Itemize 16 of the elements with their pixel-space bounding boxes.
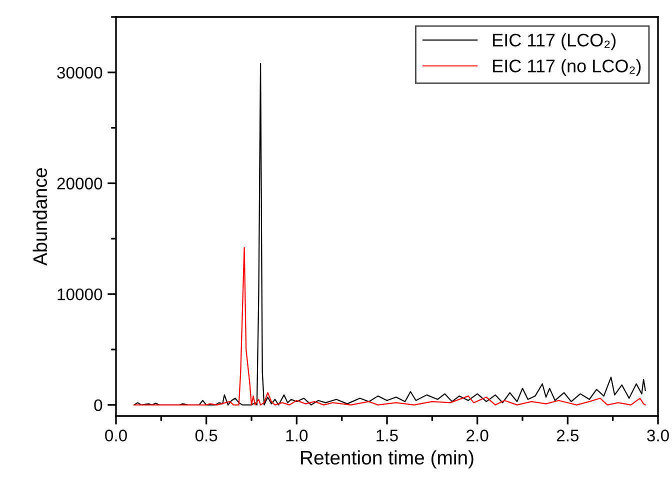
x-tick-label: 2.5 bbox=[556, 430, 579, 442]
x-tick-label: 1.5 bbox=[376, 430, 398, 442]
y-tick-label: 10000 bbox=[58, 288, 102, 300]
y-tick-label: 30000 bbox=[57, 66, 102, 79]
y-axis-title: Abundance bbox=[32, 168, 48, 266]
legend-label: EIC 117 (no LCO₂) bbox=[493, 59, 641, 76]
x-axis-title: Retention time (min) bbox=[301, 450, 474, 468]
x-tick-label: 2.0 bbox=[466, 430, 488, 442]
x-tick-label: 0.5 bbox=[195, 430, 218, 442]
x-tick-label: 1.0 bbox=[286, 430, 308, 442]
legend-label: EIC 117 (LCO₂) bbox=[493, 33, 616, 50]
y-tick-label: 20000 bbox=[57, 178, 102, 190]
y-tick-label: 0 bbox=[94, 399, 102, 412]
x-tick-label: 0.0 bbox=[105, 430, 127, 442]
line-series bbox=[134, 246, 646, 406]
x-tick-label: 3.0 bbox=[647, 430, 669, 442]
